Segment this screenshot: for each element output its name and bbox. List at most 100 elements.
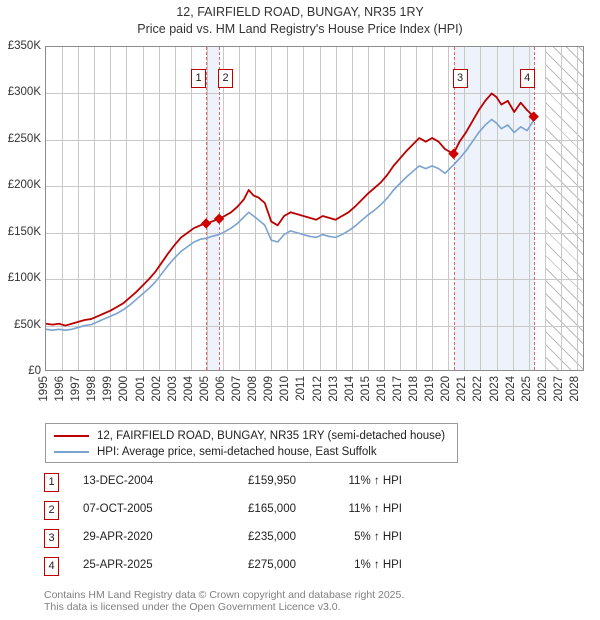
table-row[interactable]: 3 29-APR-2020 £235,000 5% ↑ HPI [44,526,464,554]
hgridline [46,186,583,188]
x-tick-2022: 2022 [472,376,485,402]
vgridline [576,47,578,370]
x-tick-2020: 2020 [440,376,453,402]
vgridline [126,47,128,370]
x-tick-2013: 2013 [327,376,340,402]
page-subtitle: Price paid vs. HM Land Registry's House … [137,22,463,36]
legend-label-property: 12, FAIRFIELD ROAD, BUNGAY, NR35 1RY (se… [97,430,446,442]
vgridline [190,47,192,370]
sale-point-3 [448,148,459,159]
y-tick-£300K: £300K [7,86,41,99]
sale-point-1 [200,218,212,229]
vgridline [78,47,80,370]
x-tick-2026: 2026 [536,376,549,402]
table-row[interactable]: 2 07-OCT-2005 £165,000 11% ↑ HPI [44,498,464,526]
x-tick-2025: 2025 [520,376,533,402]
sale-row-index-1: 1 [44,473,59,492]
vgridline [319,47,321,370]
sale-flag-1[interactable]: 1 [191,69,207,88]
vgridline [335,47,337,370]
vgridline [416,47,418,370]
x-tick-1997: 1997 [70,376,83,402]
y-tick-£50K: £50K [14,318,41,331]
legend-item-hpi: HPI: Average price, semi-detached house,… [52,444,451,460]
sale-dashed-line-2 [219,47,221,370]
shaded-band [453,47,534,370]
vgridline [142,47,144,370]
sale-row-index-3: 3 [44,529,59,548]
sale-dashed-line-1 [206,47,208,370]
vgridline [271,47,273,370]
y-tick-£100K: £100K [7,272,41,285]
vgridline [367,47,369,370]
hgridline [46,232,583,234]
sale-row-price: £275,000 [248,559,296,571]
x-tick-2002: 2002 [150,376,163,402]
hgridline [46,93,583,95]
legend-swatch-property [54,435,89,437]
vgridline [239,47,241,370]
vgridline [94,47,96,370]
footer-line-2: This data is licensed under the Open Gov… [44,601,341,613]
sale-row-price: £165,000 [248,503,296,515]
x-tick-2023: 2023 [488,376,501,402]
x-tick-2028: 2028 [568,376,581,402]
vgridline [62,47,64,370]
sales-table: 1 13-DEC-2004 £159,950 11% ↑ HPI 2 07-OCT-200… [44,470,464,582]
x-tick-1999: 1999 [102,376,115,402]
vgridline [206,47,208,370]
sale-row-delta: 1% ↑ HPI [354,559,402,571]
x-tick-2001: 2001 [134,376,147,402]
hgridline [46,279,583,281]
x-tick-1998: 1998 [86,376,99,402]
sale-point-2 [213,213,225,224]
sale-row-date: 07-OCT-2005 [83,503,153,515]
sale-row-date: 13-DEC-2004 [83,475,154,487]
x-tick-2024: 2024 [504,376,517,402]
legend-item-property: 12, FAIRFIELD ROAD, BUNGAY, NR35 1RY (se… [52,428,451,444]
x-tick-1996: 1996 [54,376,67,402]
series-lines [46,92,539,332]
sale-dashed-line-4 [533,47,535,370]
sale-flag-2[interactable]: 2 [218,69,234,88]
sale-row-price: £235,000 [248,531,296,543]
x-tick-2008: 2008 [247,376,260,402]
x-tick-2012: 2012 [311,376,324,402]
shaded-band [206,47,220,370]
series-line [46,118,535,332]
vgridline [448,47,450,370]
sale-flag-4[interactable]: 4 [519,69,535,88]
y-tick-£250K: £250K [7,132,41,145]
x-tick-2005: 2005 [198,376,211,402]
x-tick-2011: 2011 [295,376,308,401]
x-tick-1995: 1995 [38,376,50,402]
hgridline [46,139,583,141]
vgridline [512,47,514,370]
sale-dashed-line-3 [453,47,455,370]
x-tick-2019: 2019 [424,376,437,402]
table-row[interactable]: 1 13-DEC-2004 £159,950 11% ↑ HPI [44,470,464,498]
y-tick-£200K: £200K [7,179,41,192]
x-tick-2003: 2003 [166,376,179,402]
sale-row-index-2: 2 [44,501,59,520]
vgridline [496,47,498,370]
vgridline [110,47,112,370]
vgridline [464,47,466,370]
vgridline [480,47,482,370]
table-row[interactable]: 4 25-APR-2025 £275,000 1% ↑ HPI [44,554,464,582]
chart-legend: 12, FAIRFIELD ROAD, BUNGAY, NR35 1RY (se… [45,423,458,463]
sale-flag-3[interactable]: 3 [452,69,468,88]
x-tick-2004: 2004 [182,376,195,402]
x-tick-2016: 2016 [375,376,388,402]
sale-row-delta: 11% ↑ HPI [348,503,402,515]
vgridline [383,47,385,370]
sale-row-delta: 11% ↑ HPI [348,475,402,487]
vgridline [287,47,289,370]
vgridline [432,47,434,370]
y-tick-£0: £0 [28,365,41,377]
vgridline [255,47,257,370]
hatch-band [544,47,583,370]
sale-row-price: £159,950 [248,475,296,487]
sale-row-date: 25-APR-2025 [83,559,153,571]
